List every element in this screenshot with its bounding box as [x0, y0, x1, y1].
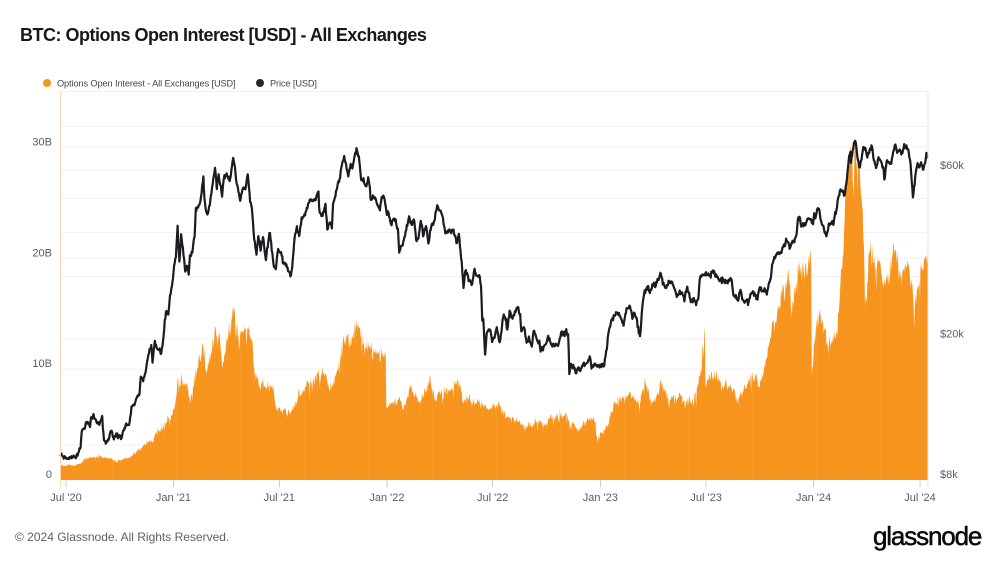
svg-text:10B: 10B: [32, 358, 52, 370]
svg-text:Jul '22: Jul '22: [477, 492, 508, 504]
svg-text:Jan '21: Jan '21: [156, 492, 191, 504]
svg-text:Jul '23: Jul '23: [690, 492, 721, 504]
svg-text:$20k: $20k: [940, 328, 964, 340]
svg-text:Jan '22: Jan '22: [369, 492, 404, 504]
svg-text:$60k: $60k: [940, 160, 964, 172]
svg-text:Jul '21: Jul '21: [264, 492, 295, 504]
svg-text:Jan '23: Jan '23: [583, 492, 618, 504]
svg-text:Jan '24: Jan '24: [796, 492, 831, 504]
svg-text:$8k: $8k: [940, 469, 958, 481]
svg-text:Jul '20: Jul '20: [50, 492, 81, 504]
svg-text:0: 0: [46, 469, 52, 481]
svg-text:Jul '24: Jul '24: [904, 492, 935, 504]
svg-text:20B: 20B: [32, 248, 52, 260]
svg-text:30B: 30B: [32, 137, 52, 149]
